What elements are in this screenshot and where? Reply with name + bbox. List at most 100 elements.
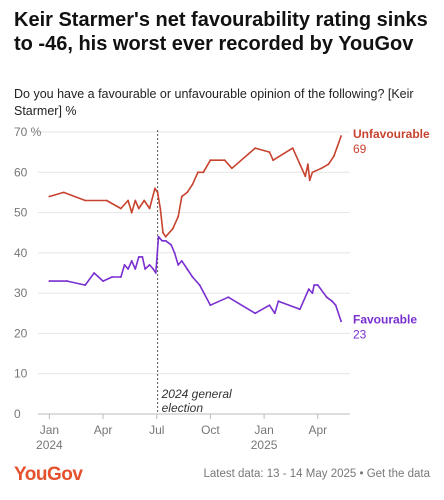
data-point-favourable xyxy=(127,268,130,270)
data-point-unfavourable xyxy=(84,199,87,202)
series-line-favourable xyxy=(49,235,342,322)
data-point-unfavourable xyxy=(209,159,212,162)
series-end-value: 23 xyxy=(353,327,367,341)
series-name-label: Unfavourable xyxy=(353,127,430,141)
data-point-favourable xyxy=(340,320,342,323)
data-point-favourable xyxy=(170,243,172,246)
data-point-unfavourable xyxy=(223,159,226,162)
x-tick-label: Jan xyxy=(40,423,59,437)
data-point-favourable xyxy=(134,268,137,270)
data-point-unfavourable xyxy=(268,151,271,154)
yougov-logo: YouGov xyxy=(14,464,83,485)
y-tick-label: 10 xyxy=(14,367,28,381)
data-point-unfavourable xyxy=(120,207,122,210)
y-tick-label: 40 xyxy=(14,246,28,260)
data-point-favourable xyxy=(120,276,122,278)
data-point-unfavourable xyxy=(298,163,301,166)
data-point-favourable xyxy=(84,284,87,286)
y-tick-label: 60 xyxy=(14,165,28,179)
data-point-favourable xyxy=(273,312,276,315)
x-tick-year-label: 2025 xyxy=(251,438,278,452)
data-point-unfavourable xyxy=(48,195,51,198)
chart-title: Keir Starmer's net favourability rating … xyxy=(14,9,428,55)
data-point-favourable xyxy=(144,268,147,270)
data-point-favourable xyxy=(177,264,180,266)
data-point-unfavourable xyxy=(127,199,130,202)
data-point-favourable xyxy=(48,280,51,282)
data-point-favourable xyxy=(148,264,151,266)
data-point-favourable xyxy=(130,260,133,262)
data-point-unfavourable xyxy=(202,171,205,174)
chart-subtitle: Do you have a favourable or unfavourable… xyxy=(14,87,414,118)
data-point-favourable xyxy=(191,276,194,278)
data-point-favourable xyxy=(334,304,337,307)
data-point-unfavourable xyxy=(105,199,108,202)
data-point-favourable xyxy=(111,276,113,278)
get-the-data-link[interactable]: Get the data xyxy=(366,468,430,480)
x-tick-year-label: 2024 xyxy=(36,438,63,452)
data-point-favourable xyxy=(313,284,316,286)
data-point-unfavourable xyxy=(180,195,183,198)
data-point-favourable xyxy=(298,308,301,311)
data-point-favourable xyxy=(209,304,212,307)
data-point-unfavourable xyxy=(143,199,146,202)
data-point-unfavourable xyxy=(159,207,162,210)
data-point-unfavourable xyxy=(332,155,335,158)
series-name-label: Favourable xyxy=(353,312,417,326)
data-point-unfavourable xyxy=(191,183,194,186)
data-point-favourable xyxy=(227,296,230,299)
data-point-favourable xyxy=(277,300,280,303)
data-point-unfavourable xyxy=(130,211,133,214)
data-point-favourable xyxy=(331,300,334,303)
series-end-value: 69 xyxy=(353,142,367,156)
election-annotation-line1: 2024 general xyxy=(161,387,232,401)
data-point-favourable xyxy=(102,280,104,282)
footer-separator: • xyxy=(356,468,367,480)
x-tick-label: Apr xyxy=(308,423,327,437)
data-point-favourable xyxy=(173,251,176,254)
x-tick-label: Apr xyxy=(94,423,113,437)
y-tick-label: 30 xyxy=(14,286,28,300)
data-point-unfavourable xyxy=(308,179,311,182)
data-point-favourable xyxy=(254,312,257,315)
data-point-unfavourable xyxy=(186,191,189,194)
data-point-unfavourable xyxy=(171,227,174,230)
data-point-unfavourable xyxy=(62,191,65,194)
data-point-favourable xyxy=(316,284,319,286)
data-point-favourable xyxy=(268,304,271,307)
data-point-favourable xyxy=(307,288,310,291)
data-point-unfavourable xyxy=(230,167,233,170)
y-tick-label: 70 % xyxy=(14,125,42,139)
data-point-unfavourable xyxy=(148,207,151,210)
data-point-favourable xyxy=(186,268,189,270)
x-tick-label: Jul xyxy=(149,423,164,437)
data-point-favourable xyxy=(161,239,164,242)
data-point-unfavourable xyxy=(154,187,156,190)
data-point-unfavourable xyxy=(137,207,140,210)
data-point-favourable xyxy=(66,280,69,282)
data-point-favourable xyxy=(180,260,183,262)
data-point-unfavourable xyxy=(162,231,164,234)
data-point-unfavourable xyxy=(196,171,199,174)
data-point-unfavourable xyxy=(291,147,294,150)
data-point-unfavourable xyxy=(320,167,323,170)
data-point-favourable xyxy=(137,255,140,258)
y-tick-label: 50 xyxy=(14,206,28,220)
x-tick-label: Oct xyxy=(201,423,220,437)
y-tick-label: 20 xyxy=(14,326,28,340)
data-point-favourable xyxy=(198,284,201,286)
data-point-favourable xyxy=(93,272,96,274)
data-point-unfavourable xyxy=(254,147,257,150)
data-point-favourable xyxy=(157,235,160,238)
x-tick-label: Jan xyxy=(254,423,273,437)
data-point-favourable xyxy=(152,268,155,270)
data-point-favourable xyxy=(154,272,157,274)
data-point-unfavourable xyxy=(134,199,137,202)
footer-note: Latest data: 13 - 14 May 2025 • Get the … xyxy=(203,468,430,480)
latest-data-text: Latest data: 13 - 14 May 2025 xyxy=(203,468,357,480)
data-point-unfavourable xyxy=(177,215,180,218)
data-point-unfavourable xyxy=(307,163,309,166)
data-point-favourable xyxy=(325,296,328,299)
